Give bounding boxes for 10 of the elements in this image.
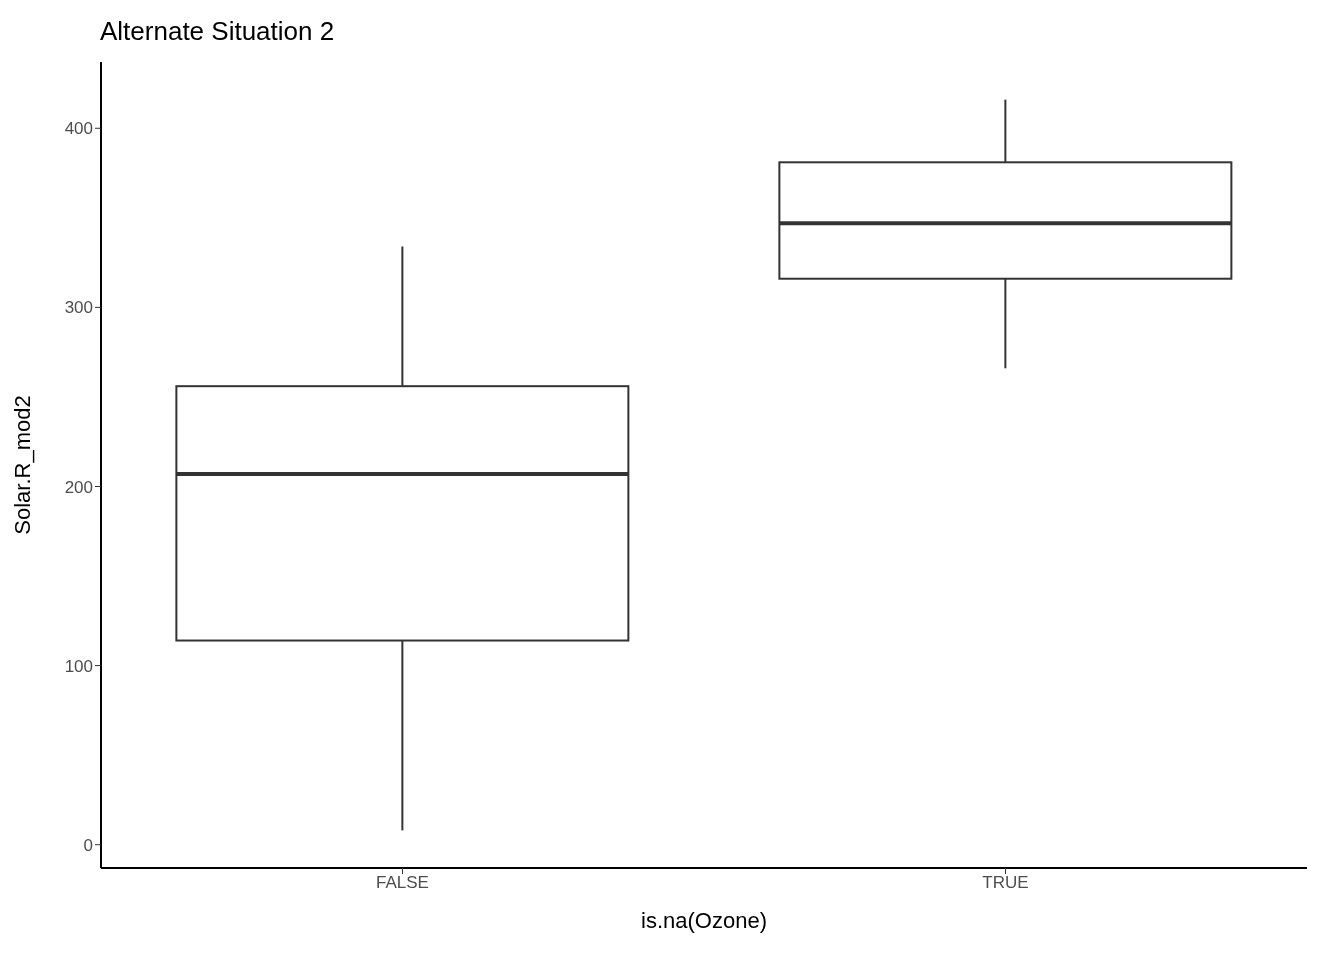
y-tick-label: 0 xyxy=(83,835,93,855)
y-tick-label: 200 xyxy=(64,477,93,497)
x-tick-label: FALSE xyxy=(376,873,429,893)
y-tick-label: 400 xyxy=(64,119,93,139)
y-tick-label: 100 xyxy=(64,656,93,676)
x-axis-title: is.na(Ozone) xyxy=(641,908,767,933)
y-tick-label: 300 xyxy=(64,298,93,318)
x-tick-label: TRUE xyxy=(982,873,1029,893)
y-axis-title: Solar.R_mod2 xyxy=(9,395,35,535)
chart-title: Alternate Situation 2 xyxy=(100,16,335,47)
